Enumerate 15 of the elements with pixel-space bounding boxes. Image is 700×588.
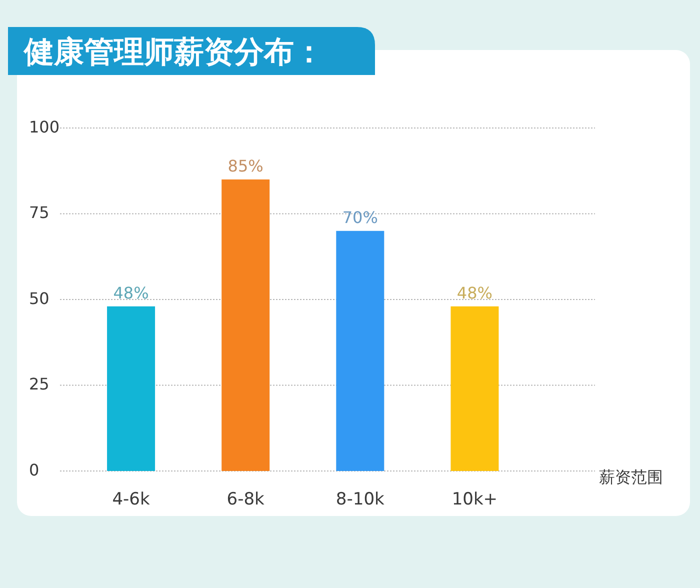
x-tick-label: 6-8k (226, 490, 265, 510)
y-tick-label: 75 (29, 203, 50, 222)
y-tick-label: 0 (29, 460, 40, 480)
data-label: 70% (342, 208, 378, 227)
y-tick-label: 25 (29, 374, 50, 394)
x-tick-label: 10k+ (452, 490, 498, 510)
x-tick-label: 8-10k (336, 490, 385, 510)
data-label: 48% (113, 283, 149, 302)
y-tick-label: 100 (29, 117, 60, 136)
chart-title: 健康管理师薪资分布： (23, 35, 324, 70)
x-axis-title: 薪资范围 (599, 467, 663, 486)
data-label: 48% (456, 283, 492, 302)
y-tick-label: 50 (29, 288, 50, 308)
data-label: 85% (228, 156, 264, 176)
x-tick-label: 4-6k (112, 490, 150, 510)
